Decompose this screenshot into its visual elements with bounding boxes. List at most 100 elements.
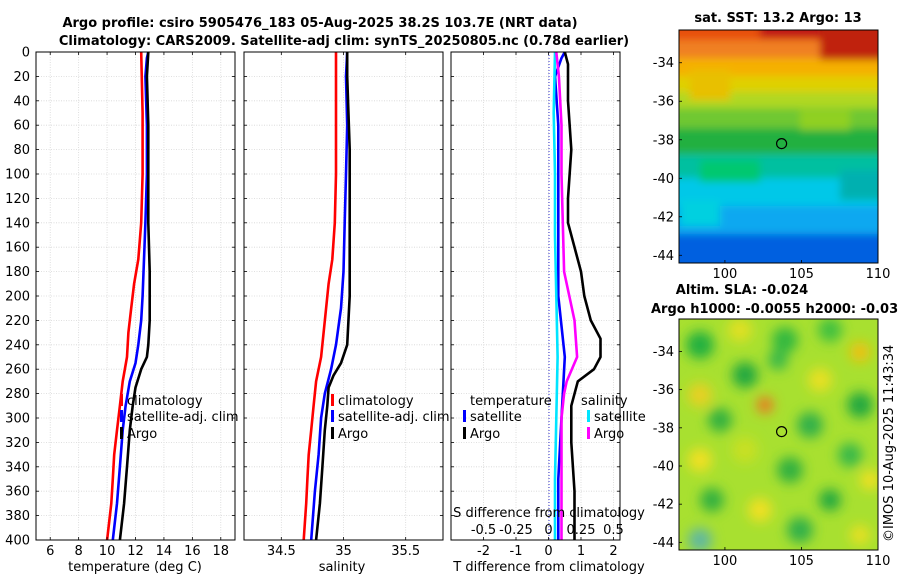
legend-label-argo: Argo <box>127 427 157 442</box>
series-line-climatology <box>302 52 338 540</box>
series-line-argo <box>314 52 352 540</box>
sla-map-title: Altim. SLA: -0.024 <box>676 283 808 298</box>
map-x-tick-label: 100 <box>713 267 738 282</box>
x-tick-label: 10 <box>99 544 116 559</box>
x-tick-label: 12 <box>127 544 144 559</box>
legend-title-temperature: temperature <box>470 394 552 409</box>
y-tick-label: 300 <box>5 412 30 427</box>
y-tick-label: 160 <box>5 241 30 256</box>
sst-map-image <box>679 30 878 263</box>
y-tick-label: 180 <box>5 265 30 280</box>
series-line-satellite-adj-clim <box>309 52 349 540</box>
legend-swatch-climatology <box>120 394 123 406</box>
legend-label-sal-argo: Argo <box>594 427 624 442</box>
legend-swatch-satellite <box>331 410 334 422</box>
y-tick-label: 340 <box>5 460 30 475</box>
sla-map-panel: Altim. SLA: -0.024 Argo h1000: -0.0055 h… <box>651 283 898 569</box>
difference-legend: temperature satellite Argo salinity sate… <box>463 394 646 442</box>
top-x-tick-label: 0 <box>544 523 552 538</box>
difference-panel: -2 -1 0 1 2 -0.5 -0.25 0 0.25 0.5 S difference fr… <box>450 51 646 575</box>
map-y-tick-label: -44 <box>653 536 674 551</box>
map-y-tick-label: -38 <box>653 421 674 436</box>
difference-series <box>552 52 602 540</box>
salinity-panel: 34.5 35 35.5 salinity climatology satellit… <box>243 51 450 575</box>
legend-label-climatology: climatology <box>127 394 203 409</box>
series-line-argo <box>118 52 151 540</box>
y-tick-label: 320 <box>5 436 30 451</box>
salinity-ticks: 34.5 35 35.5 <box>244 51 443 559</box>
y-tick-label: 40 <box>13 94 30 109</box>
difference-top-xlabel: S difference from climatology <box>453 506 645 521</box>
legend-swatch-temp-satellite <box>463 410 466 422</box>
y-tick-label: 80 <box>13 143 30 158</box>
sla-map-subtitle: Argo h1000: -0.0055 h2000: -0.03 <box>651 302 898 317</box>
series-line-satellite-adj-clim <box>111 52 150 540</box>
map-x-tick-label: 110 <box>866 267 891 282</box>
temperature-series <box>105 52 151 540</box>
map-y-tick-label: -40 <box>653 172 674 187</box>
x-tick-label: 6 <box>46 544 54 559</box>
map-y-tick-label: -36 <box>653 95 674 110</box>
legend-label-climatology: climatology <box>338 394 414 409</box>
legend-swatch-sal-satellite <box>587 410 590 422</box>
difference-xlabel: T difference from climatology <box>452 560 645 575</box>
legend-label-satellite: satellite-adj. clim <box>127 410 239 425</box>
map-y-tick-label: -40 <box>653 460 674 475</box>
y-tick-label: 260 <box>5 363 30 378</box>
map-y-tick-label: -44 <box>653 249 674 264</box>
map-y-tick-label: -42 <box>653 210 674 225</box>
x-tick-label: 18 <box>213 544 230 559</box>
figure-title-line1: Argo profile: csiro 5905476_183 05-Aug-2… <box>62 16 577 31</box>
y-tick-label: 220 <box>5 314 30 329</box>
y-tick-label: 240 <box>5 338 30 353</box>
map-y-tick-label: -34 <box>653 345 674 360</box>
legend-label-sal-satellite: satellite <box>594 410 646 425</box>
y-tick-label: 100 <box>5 168 30 183</box>
legend-label-temp-satellite: satellite <box>470 410 522 425</box>
x-tick-label: 35 <box>335 544 352 559</box>
y-tick-label: 120 <box>5 192 30 207</box>
x-tick-label: -1 <box>510 544 523 559</box>
sst-map-frame <box>678 29 879 264</box>
temperature-xlabel: temperature (deg C) <box>68 560 202 575</box>
legend-swatch-argo <box>120 427 123 439</box>
map-x-tick-label: 100 <box>713 554 738 569</box>
map-y-tick-label: -38 <box>653 133 674 148</box>
salinity-xlabel: salinity <box>319 560 366 575</box>
series-line-salinity-argo <box>555 52 579 540</box>
map-x-tick-label: 105 <box>789 267 814 282</box>
temperature-legend: climatology satellite-adj. clim Argo <box>120 394 239 442</box>
x-tick-label: 2 <box>609 544 617 559</box>
series-line-salinity-satellite <box>552 52 559 540</box>
x-tick-label: 16 <box>184 544 201 559</box>
map-y-tick-label: -42 <box>653 498 674 513</box>
argo-location-marker <box>775 138 788 150</box>
y-tick-label: 280 <box>5 387 30 402</box>
legend-swatch-temp-argo <box>463 427 466 439</box>
series-line-climatology <box>105 52 144 540</box>
difference-ticks: -2 -1 0 1 2 -0.5 -0.25 0 0.25 0.5 <box>451 51 624 559</box>
legend-swatch-climatology <box>331 394 334 406</box>
y-tick-label: 140 <box>5 216 30 231</box>
series-line-temperature-argo <box>563 52 602 540</box>
x-tick-label: 34.5 <box>267 544 296 559</box>
x-tick-label: 8 <box>75 544 83 559</box>
sst-map-title: sat. SST: 13.2 Argo: 13 <box>694 11 861 26</box>
map-x-tick-label: 110 <box>866 554 891 569</box>
y-tick-label: 0 <box>22 46 30 61</box>
salinity-series <box>302 52 352 540</box>
sst-map-ticks: 100 105 110 -34 -36 -38 -40 -42 -44 <box>653 56 891 282</box>
sst-map-panel: sat. SST: 13.2 Argo: 13 <box>653 11 891 282</box>
top-x-tick-label: 0.25 <box>567 523 596 538</box>
legend-swatch-satellite <box>120 410 123 422</box>
legend-label-argo: Argo <box>338 427 368 442</box>
argo-location-marker <box>775 426 788 438</box>
y-tick-label: 200 <box>5 290 30 305</box>
legend-swatch-sal-argo <box>587 427 590 439</box>
y-tick-label: 360 <box>5 485 30 500</box>
x-tick-label: 14 <box>156 544 173 559</box>
x-tick-label: 35.5 <box>391 544 420 559</box>
sla-map-ticks: 100 105 110 -34 -36 -38 -40 -42 -44 <box>653 345 891 569</box>
y-tick-label: 400 <box>5 534 30 549</box>
